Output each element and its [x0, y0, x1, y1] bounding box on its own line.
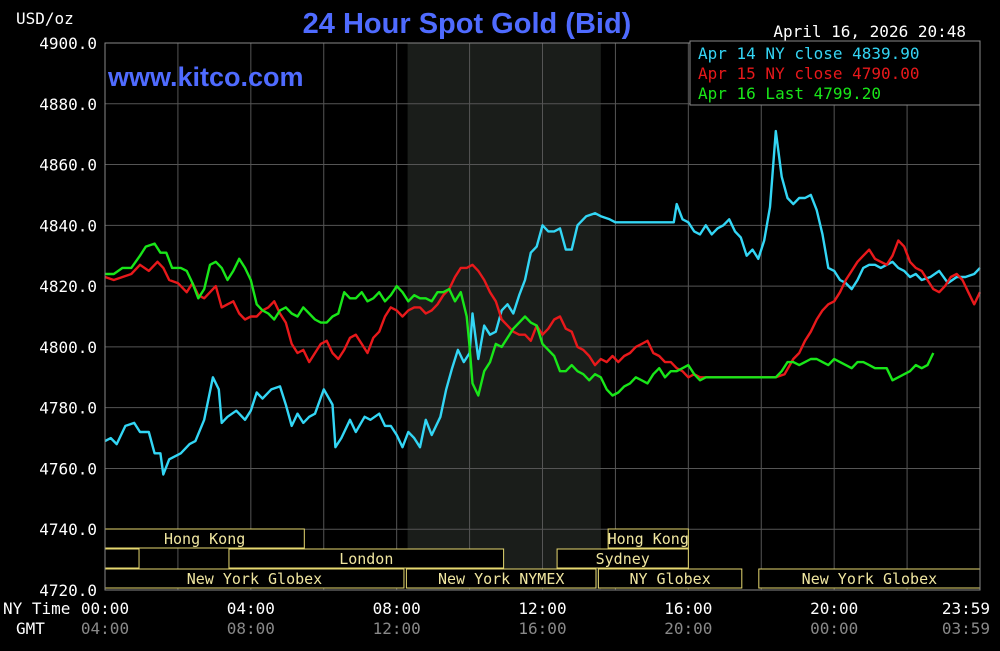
session-label: New York NYMEX	[438, 570, 564, 588]
series-line-3	[105, 242, 935, 397]
x-tick-gmt: 08:00	[227, 619, 275, 638]
session-band	[607, 528, 689, 549]
y-tick-label: 4900.0	[39, 34, 97, 53]
y-tick-label: 4740.0	[39, 520, 97, 539]
session-band	[556, 548, 689, 569]
x-tick-ny: 04:00	[227, 599, 275, 618]
y-tick-label: 4860.0	[39, 156, 97, 175]
website-label[interactable]: www.kitco.com	[107, 62, 304, 92]
session-band	[228, 548, 505, 569]
session-band	[405, 568, 597, 589]
legend-box	[689, 40, 981, 106]
session-band	[104, 548, 140, 569]
legend-item-apr15: Apr 15 NY close 4790.00	[698, 64, 920, 83]
y-tick-label: 4800.0	[39, 338, 97, 357]
session-label: Hong Kong	[164, 530, 245, 548]
session-label: Hong Kong	[608, 530, 689, 548]
y-tick-label: 4720.0	[39, 581, 97, 600]
y-tick-label: 4820.0	[39, 277, 97, 296]
timestamp: April 16, 2026 20:48	[773, 22, 966, 41]
x-tick-ny: 23:59	[942, 599, 990, 618]
session-label: NY Globex	[629, 570, 710, 588]
x-tick-ny: 08:00	[373, 599, 421, 618]
legend-item-apr16: Apr 16 Last 4799.20	[698, 84, 881, 103]
ny-time-label: NY Time	[3, 599, 70, 618]
x-tick-gmt: 20:00	[664, 619, 712, 638]
x-tick-ny: 12:00	[518, 599, 566, 618]
x-tick-ny: 00:00	[81, 599, 129, 618]
y-tick-label: 4840.0	[39, 216, 97, 235]
y-tick-label: 4880.0	[39, 95, 97, 114]
unit-label: USD/oz	[16, 9, 74, 28]
session-label: New York Globex	[802, 570, 937, 588]
gmt-label: GMT	[16, 619, 45, 638]
x-axis-ticks: 00:0004:0004:0008:0008:0012:0012:0016:00…	[81, 599, 990, 638]
plot-frame	[104, 42, 981, 591]
legend: Apr 14 NY close 4839.90 Apr 15 NY close …	[689, 40, 981, 106]
session-label: Sydney	[596, 550, 650, 568]
x-tick-gmt: 12:00	[373, 619, 421, 638]
session-label: New York Globex	[187, 570, 322, 588]
session-bands: Hong Kong Hong Kong London Sydney New York G…	[104, 528, 981, 589]
chart-title: 24 Hour Spot Gold (Bid)	[303, 8, 632, 40]
legend-item-apr14: Apr 14 NY close 4839.90	[698, 44, 920, 63]
y-tick-label: 4780.0	[39, 399, 97, 418]
x-tick-ny: 16:00	[664, 599, 712, 618]
x-tick-gmt: 03:59	[942, 619, 990, 638]
x-tick-gmt: 00:00	[810, 619, 858, 638]
series-lines	[104, 129, 982, 476]
x-tick-gmt: 04:00	[81, 619, 129, 638]
nymex-session-shade	[407, 43, 601, 590]
series-line-1	[104, 129, 981, 476]
session-label: London	[339, 550, 393, 568]
y-axis-ticks: 4900.0 4880.0 4860.0 4840.0 4820.0 4800.0 4780…	[39, 34, 97, 600]
y-tick-label: 4760.0	[39, 459, 97, 478]
x-tick-ny: 20:00	[810, 599, 858, 618]
x-tick-gmt: 16:00	[518, 619, 566, 638]
session-band	[597, 568, 743, 589]
